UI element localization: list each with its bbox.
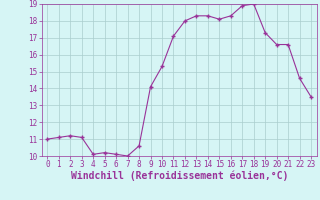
- X-axis label: Windchill (Refroidissement éolien,°C): Windchill (Refroidissement éolien,°C): [70, 171, 288, 181]
